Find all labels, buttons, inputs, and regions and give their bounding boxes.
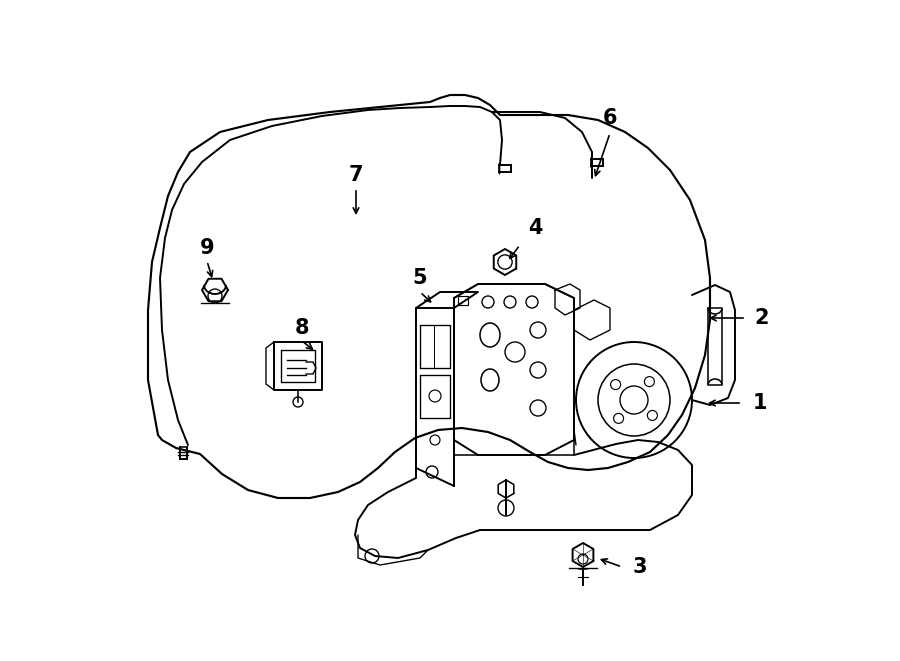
Text: 3: 3	[633, 557, 647, 577]
Text: 4: 4	[527, 218, 542, 238]
Text: 2: 2	[755, 308, 770, 328]
Text: 5: 5	[413, 268, 428, 288]
Text: 7: 7	[349, 165, 364, 185]
Text: 6: 6	[603, 108, 617, 128]
Text: 9: 9	[200, 238, 214, 258]
Text: 1: 1	[752, 393, 767, 413]
Text: 8: 8	[295, 318, 310, 338]
